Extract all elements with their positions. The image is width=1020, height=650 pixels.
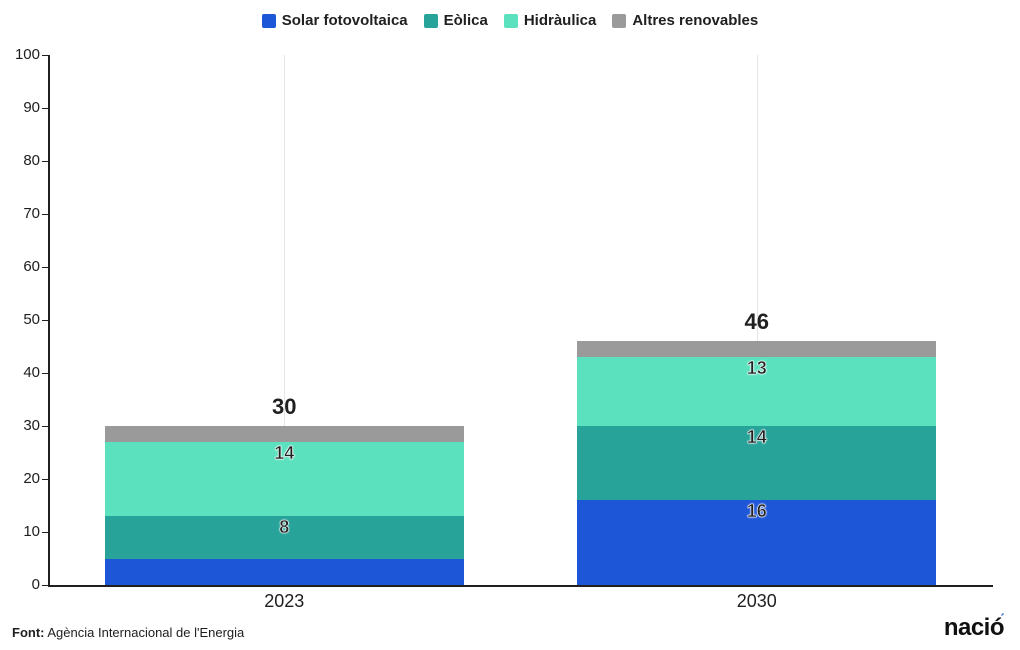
- legend-item: Hidràulica: [504, 12, 597, 29]
- bar-segment: [577, 341, 936, 357]
- y-axis-tick-label: 50: [0, 311, 40, 328]
- y-axis-tick-label: 90: [0, 99, 40, 116]
- y-axis-tick-label: 0: [0, 576, 40, 593]
- x-axis-category-label: 2023: [264, 591, 304, 612]
- legend-label: Eòlica: [444, 12, 488, 29]
- bar-group: 8 14 30: [105, 55, 464, 585]
- brand-logo-text: nació: [944, 614, 1004, 641]
- bar-segment-label: 13: [577, 358, 936, 379]
- bar-segment-label: 14: [105, 443, 464, 464]
- y-axis-tick-label: 60: [0, 258, 40, 275]
- x-axis-line: [48, 585, 993, 587]
- y-axis-tick-label: 100: [0, 46, 40, 63]
- bar-total-label: 46: [577, 309, 936, 335]
- bar-segment-label: 16: [577, 501, 936, 522]
- bar-group: 16 14 13 46: [577, 55, 936, 585]
- y-axis-line: [48, 55, 50, 585]
- bar-segment-label: 8: [105, 517, 464, 538]
- y-axis-tick-label: 30: [0, 417, 40, 434]
- bar-segment-label: 14: [577, 427, 936, 448]
- legend-item: Solar fotovoltaica: [262, 12, 408, 29]
- y-axis-tick-label: 40: [0, 364, 40, 381]
- legend-swatch: [612, 14, 626, 28]
- legend-label: Solar fotovoltaica: [282, 12, 408, 29]
- bar-total-label: 30: [105, 394, 464, 420]
- legend-swatch: [262, 14, 276, 28]
- legend-swatch: [504, 14, 518, 28]
- bar-segment: [105, 559, 464, 586]
- bar-segment: [105, 426, 464, 442]
- y-axis-tick-label: 20: [0, 470, 40, 487]
- legend: Solar fotovoltaica Eòlica Hidràulica Altres…: [0, 12, 1020, 32]
- y-axis-tick-label: 70: [0, 205, 40, 222]
- brand-logo: nació́: [944, 613, 1004, 642]
- legend-item: Eòlica: [424, 12, 488, 29]
- y-axis-tick-label: 80: [0, 152, 40, 169]
- y-axis-tick-label: 10: [0, 523, 40, 540]
- legend-item: Altres renovables: [612, 12, 758, 29]
- source-footer: Font: Agència Internacional de l'Energia: [12, 625, 244, 640]
- x-axis-category-label: 2030: [737, 591, 777, 612]
- legend-label: Hidràulica: [524, 12, 597, 29]
- source-text: Agència Internacional de l'Energia: [47, 625, 244, 640]
- source-label: Font:: [12, 625, 44, 640]
- chart-container: Solar fotovoltaica Eòlica Hidràulica Altres…: [0, 0, 1020, 650]
- legend-swatch: [424, 14, 438, 28]
- legend-label: Altres renovables: [632, 12, 758, 29]
- plot-area: 0102030405060708090100202381430203016141…: [48, 55, 993, 585]
